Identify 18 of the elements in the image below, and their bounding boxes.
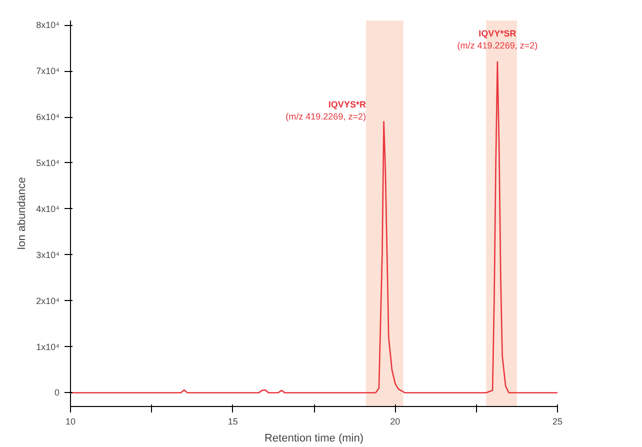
y-tick-label: 0 — [54, 388, 60, 398]
y-tick-label: 4x10⁴ — [36, 204, 60, 214]
y-tick-label: 2x10⁴ — [36, 296, 60, 306]
annotation: IQVY*SR (m/z 419.2269, z=2) — [457, 28, 538, 50]
x-tick-label: 20 — [390, 416, 400, 426]
y-axis-title: Ion abundance — [16, 177, 28, 250]
annotation: IQVYS*R (m/z 419.2269, z=2) — [286, 100, 366, 122]
x-tick-label: 10 — [65, 416, 76, 426]
y-tick-label: 6x10⁴ — [36, 112, 60, 122]
x-axis-title: Retention time (min) — [264, 432, 364, 444]
y-tick-label: 1x10⁴ — [36, 342, 60, 352]
y-tick-label: 8x10⁴ — [36, 20, 60, 30]
y-tick-label: 5x10⁴ — [36, 158, 60, 168]
x-tick-label: 15 — [228, 416, 238, 426]
y-tick-label: 3x10⁴ — [36, 250, 60, 260]
y-tick-label: 7x10⁴ — [36, 66, 60, 76]
line-series — [70, 61, 558, 394]
x-tick-label: 25 — [552, 416, 563, 426]
